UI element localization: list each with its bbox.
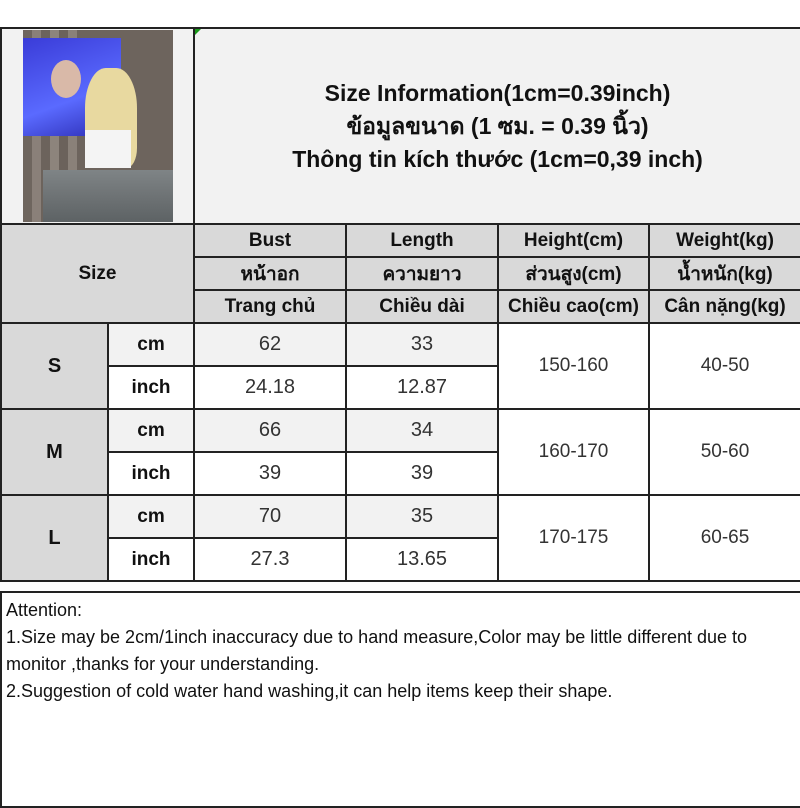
unit-label: cm — [107, 322, 195, 367]
col-header-vi: Trang chủ — [193, 289, 347, 324]
title-cell: Size Information(1cm=0.39inch) ข้อมูลขนา… — [192, 27, 800, 225]
length-value: 39 — [345, 451, 499, 496]
attention-line: 2.Suggestion of cold water hand washing,… — [6, 681, 613, 701]
title-en: Size Information(1cm=0.39inch) — [324, 79, 671, 106]
col-header-vi: Cân nặng(kg) — [647, 289, 800, 324]
col-header-en: Height(cm) — [497, 223, 650, 258]
table-row: M cm 66 34 160-170 50-60 — [0, 408, 800, 496]
height-value: 170-175 — [497, 494, 650, 582]
unit-label: inch — [107, 537, 195, 582]
bust-value: 24.18 — [193, 365, 347, 410]
title-vi: Thông tin kích thước (1cm=0,39 inch) — [292, 145, 703, 172]
length-value: 34 — [345, 408, 499, 453]
size-header: Size — [0, 223, 195, 324]
col-header-vi: Chiều dài — [345, 289, 499, 324]
table-row: L cm 70 35 170-175 60-65 — [0, 494, 800, 582]
bust-value: 27.3 — [193, 537, 347, 582]
attention-heading: Attention: — [6, 600, 83, 620]
cell-marker — [195, 29, 201, 35]
col-header-en: Weight(kg) — [647, 223, 800, 258]
bust-value: 66 — [193, 408, 347, 453]
col-header-en: Length — [345, 223, 499, 258]
length-value: 33 — [345, 322, 499, 367]
col-header-th: ส่วนสูง(cm) — [497, 256, 650, 291]
model-jeans — [42, 170, 173, 222]
product-photo — [22, 30, 173, 222]
size-label: L — [0, 494, 109, 582]
height-value: 150-160 — [497, 322, 650, 410]
title-th: ข้อมูลขนาด (1 ซม. = 0.39 นิ้ว) — [346, 112, 649, 139]
unit-label: inch — [107, 365, 195, 410]
unit-label: cm — [107, 408, 195, 453]
length-value: 13.65 — [345, 537, 499, 582]
height-value: 160-170 — [497, 408, 650, 496]
bust-value: 70 — [193, 494, 347, 539]
col-header-vi: Chiều cao(cm) — [497, 289, 650, 324]
unit-label: inch — [107, 451, 195, 496]
length-value: 35 — [345, 494, 499, 539]
col-header-th: น้ำหนัก(kg) — [647, 256, 800, 291]
table-row: S cm 62 33 150-160 40-50 — [0, 322, 800, 410]
table-row: inch 24.18 12.87 — [1, 365, 800, 410]
weight-value: 60-65 — [647, 494, 800, 582]
attention-line: 1.Size may be 2cm/1inch inaccuracy due t… — [6, 627, 748, 674]
col-header-th: ความยาว — [345, 256, 499, 291]
length-value: 12.87 — [345, 365, 499, 410]
table-row: inch 39 39 — [1, 451, 800, 496]
product-photo-cell — [0, 27, 195, 225]
size-label: S — [0, 322, 109, 410]
bust-value: 62 — [193, 322, 347, 367]
col-header-th: หน้าอก — [193, 256, 347, 291]
size-chart-table: Size Information(1cm=0.39inch) ข้อมูลขนา… — [0, 27, 800, 582]
weight-value: 40-50 — [647, 322, 800, 410]
model-top — [84, 130, 131, 168]
size-label: M — [0, 408, 109, 496]
attention-box: Attention: 1.Size may be 2cm/1inch inacc… — [0, 591, 800, 808]
bust-value: 39 — [193, 451, 347, 496]
weight-value: 50-60 — [647, 408, 800, 496]
col-header-en: Bust — [193, 223, 347, 258]
tv-face — [50, 60, 81, 98]
unit-label: cm — [107, 494, 195, 539]
table-row: inch 27.3 13.65 — [1, 537, 800, 582]
